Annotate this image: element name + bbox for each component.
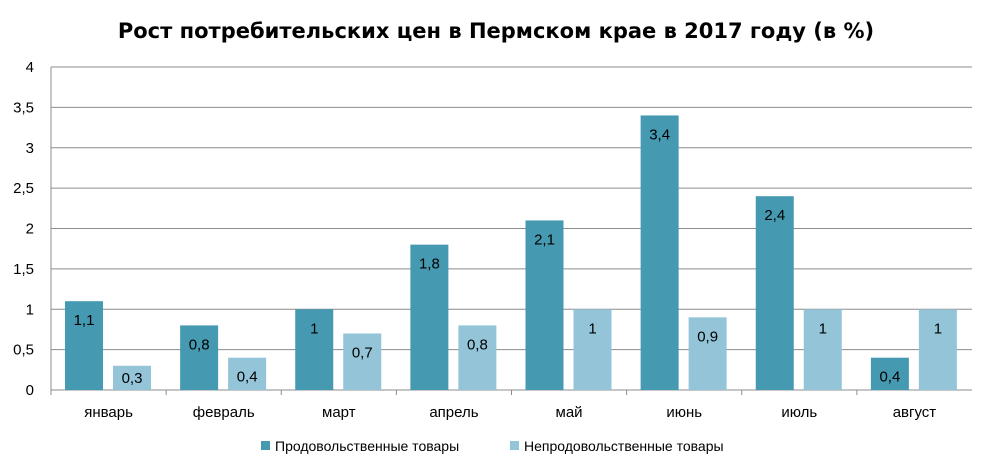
bars bbox=[65, 115, 957, 390]
bar-food bbox=[295, 309, 334, 390]
bar-nonfood bbox=[918, 309, 957, 390]
x-category-label: апрель bbox=[429, 404, 478, 421]
bar-food bbox=[525, 220, 564, 390]
bar-food bbox=[755, 196, 794, 390]
data-labels: 1,1 0,3 0,8 0,4 1 0,7 1,8 0,8 2,1 1 3,4 0,9 2,4 1 0,4 1 bbox=[74, 126, 942, 387]
chart-title: Рост потребительских цен в Пермском крае… bbox=[118, 19, 874, 43]
x-category-label: февраль bbox=[193, 404, 255, 421]
legend-swatch bbox=[510, 441, 519, 450]
data-label: 3,4 bbox=[649, 126, 670, 143]
y-tick-label: 0,5 bbox=[13, 342, 34, 359]
data-label: 0,8 bbox=[467, 336, 488, 353]
bar-nonfood bbox=[688, 317, 727, 390]
bar-nonfood bbox=[113, 365, 151, 390]
y-tick-label: 3 bbox=[26, 140, 34, 157]
grid-lines bbox=[51, 66, 972, 351]
bar-nonfood bbox=[803, 309, 842, 390]
bar-food bbox=[640, 115, 679, 390]
y-tick-label: 1 bbox=[26, 301, 34, 318]
bar-nonfood bbox=[573, 309, 612, 390]
x-category-label: январь bbox=[84, 404, 133, 421]
y-tick-label: 3,5 bbox=[13, 99, 34, 116]
legend: Продовольственные товары Непродовольствен… bbox=[261, 438, 724, 454]
data-label: 0,7 bbox=[352, 344, 373, 361]
bar-food bbox=[180, 325, 219, 390]
x-category-label: май bbox=[556, 404, 583, 421]
y-tick-label: 2,5 bbox=[13, 180, 34, 197]
data-label: 0,3 bbox=[122, 370, 143, 387]
x-category-label: июль bbox=[781, 404, 817, 421]
legend-label: Продовольственные товары bbox=[275, 438, 459, 454]
data-label: 1 bbox=[934, 320, 942, 337]
x-category-label: июнь bbox=[666, 404, 702, 421]
y-tick-label: 0 bbox=[26, 382, 34, 399]
legend-swatch bbox=[261, 441, 270, 450]
data-label: 1 bbox=[819, 320, 827, 337]
data-label: 1 bbox=[588, 320, 596, 337]
y-tick-label: 1,5 bbox=[13, 261, 34, 278]
data-label: 0,9 bbox=[697, 328, 718, 345]
data-label: 0,4 bbox=[879, 369, 900, 386]
legend-label: Непродовольственные товары bbox=[524, 438, 724, 454]
data-label: 2,4 bbox=[764, 207, 785, 224]
x-category-label: август bbox=[893, 404, 937, 421]
data-label: 1 bbox=[310, 320, 318, 337]
data-label: 0,4 bbox=[237, 369, 258, 386]
x-category-label: март bbox=[322, 404, 356, 421]
bar-nonfood bbox=[458, 325, 497, 390]
bar-food bbox=[410, 244, 449, 390]
bar-food bbox=[65, 301, 103, 390]
data-label: 0,8 bbox=[189, 336, 210, 353]
y-tick-label: 2 bbox=[26, 221, 34, 238]
data-label: 1,8 bbox=[419, 256, 440, 273]
tick-labels: 0 0,5 1 1,5 2 2,5 3 3,5 4 январь февраль март апрель… bbox=[13, 59, 936, 421]
bar-nonfood bbox=[343, 333, 382, 390]
bar-nonfood bbox=[228, 357, 267, 390]
data-label: 2,1 bbox=[534, 231, 555, 248]
bar-food bbox=[870, 357, 909, 390]
y-tick-label: 4 bbox=[26, 59, 34, 76]
data-label: 1,1 bbox=[74, 312, 95, 329]
